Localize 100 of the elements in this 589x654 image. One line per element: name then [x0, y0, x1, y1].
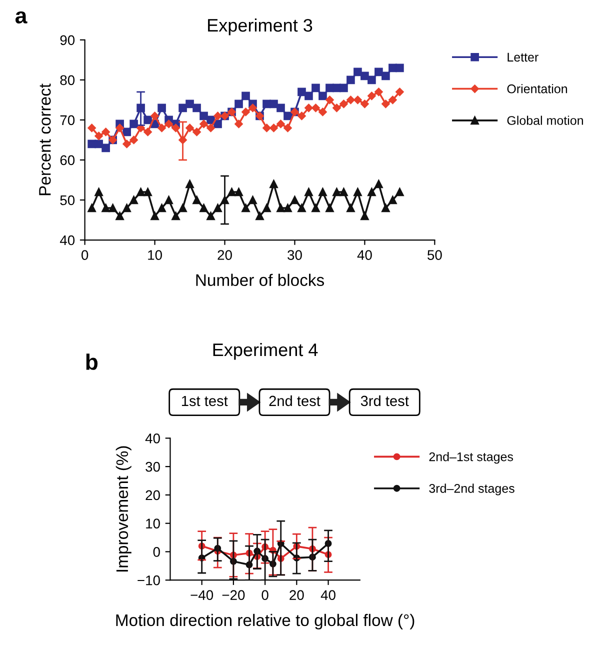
y-tick-label: 10 [146, 518, 160, 528]
point [186, 180, 194, 188]
point [200, 112, 208, 120]
point [360, 100, 369, 108]
point [192, 104, 201, 112]
point [354, 96, 362, 104]
point [158, 124, 166, 132]
point [312, 104, 320, 112]
point [172, 124, 180, 132]
point [88, 204, 96, 212]
point [206, 124, 215, 132]
point [374, 88, 383, 96]
x-tick-label: 20 [218, 250, 232, 260]
chart-title: Experiment 4 [213, 342, 318, 360]
x-tick-label: 20 [290, 590, 304, 600]
point [270, 100, 278, 108]
text: b [86, 354, 98, 370]
point [304, 104, 313, 112]
point [228, 188, 236, 196]
point [368, 76, 376, 84]
point [192, 128, 201, 136]
point [122, 204, 131, 212]
point [284, 124, 292, 132]
point [270, 180, 278, 188]
point [158, 204, 166, 212]
y-tick-label: 40 [60, 235, 75, 246]
point [332, 188, 341, 196]
point [102, 128, 110, 136]
y-axis-title: Percent correct [39, 84, 51, 196]
point [144, 188, 152, 196]
x-tick-label: −20 [222, 590, 245, 600]
point [116, 124, 124, 132]
y-axis-title: Improvement (%) [116, 446, 132, 572]
point [94, 188, 103, 196]
legend-label: Global motion [507, 116, 583, 125]
point [346, 204, 355, 212]
point [88, 124, 96, 132]
point [396, 188, 404, 196]
point [150, 212, 159, 220]
point [234, 188, 243, 196]
point [382, 204, 390, 212]
point [312, 84, 320, 92]
point [206, 212, 215, 220]
point [94, 132, 103, 140]
point [144, 116, 152, 124]
legend-label: Orientation [507, 84, 568, 94]
point [130, 196, 138, 204]
point [396, 88, 404, 96]
point [242, 108, 250, 116]
point [368, 188, 376, 196]
point [248, 196, 257, 204]
point [158, 104, 166, 112]
point [164, 120, 173, 128]
point [276, 104, 285, 112]
point [276, 120, 285, 128]
point [178, 204, 187, 212]
point [164, 196, 173, 204]
point [122, 140, 131, 148]
point [388, 96, 397, 104]
x-axis-title: Motion direction relative to global flow (°) [116, 614, 414, 630]
point [346, 96, 355, 104]
point [256, 212, 264, 220]
point [192, 196, 201, 204]
point [304, 92, 313, 100]
y-tick-label: 0 [153, 547, 160, 557]
point [374, 180, 383, 188]
point [298, 112, 306, 120]
x-tick-label: −40 [190, 590, 214, 600]
point [340, 188, 348, 196]
point [130, 120, 138, 128]
legend-label: Letter [508, 52, 538, 62]
point [332, 104, 341, 112]
point [262, 204, 271, 212]
point [284, 204, 292, 212]
text: 1st test [182, 396, 228, 406]
point [136, 124, 145, 132]
point [186, 124, 194, 132]
x-tick-label: 40 [320, 590, 336, 600]
point [116, 212, 124, 220]
y-tick-label: −10 [138, 575, 160, 586]
y-tick-label: 20 [146, 490, 160, 500]
point [186, 100, 194, 108]
point [108, 204, 117, 212]
point [234, 100, 243, 108]
point [318, 92, 327, 100]
point [298, 204, 306, 212]
point [102, 144, 110, 152]
y-tick-label: 30 [146, 462, 160, 472]
x-tick-label: 0 [262, 590, 268, 600]
point [144, 128, 152, 136]
legend-label: 2nd–1st stages [429, 452, 514, 464]
text: a [15, 11, 28, 24]
x-tick-label: 50 [428, 250, 442, 260]
point [382, 100, 390, 108]
point [200, 204, 208, 212]
point [270, 124, 278, 132]
x-tick-label: 0 [81, 250, 88, 260]
point [242, 92, 250, 100]
point [214, 204, 222, 212]
x-axis-title: Number of blocks [196, 274, 324, 286]
